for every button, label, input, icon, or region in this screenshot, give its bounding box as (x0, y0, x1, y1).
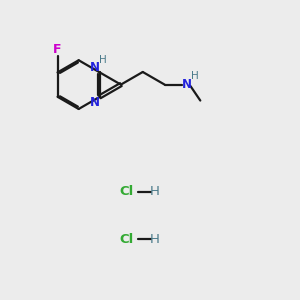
Text: H: H (191, 71, 199, 81)
Text: Cl: Cl (119, 185, 134, 198)
Text: N: N (182, 77, 192, 91)
Text: H: H (149, 185, 159, 198)
Text: F: F (53, 43, 62, 56)
Text: Cl: Cl (119, 233, 134, 246)
Text: N: N (89, 61, 99, 74)
Text: N: N (89, 96, 99, 109)
Text: H: H (100, 55, 107, 65)
Text: H: H (149, 233, 159, 246)
